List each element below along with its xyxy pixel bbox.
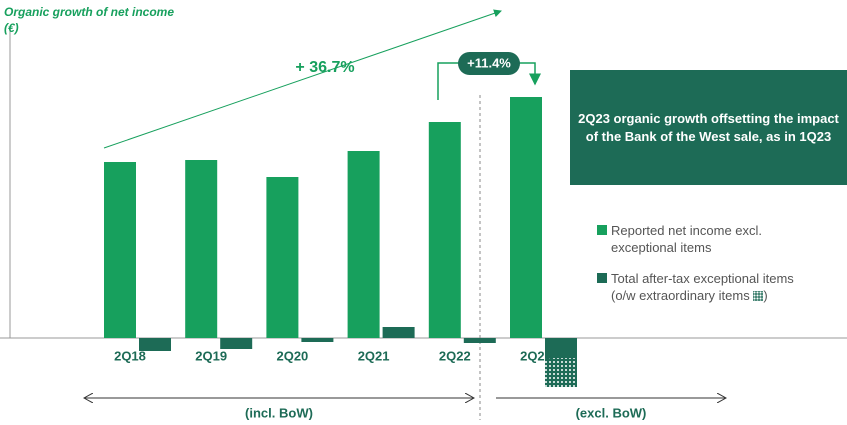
box-text: 2Q23 organic growth offsetting the impac… <box>578 110 839 144</box>
bar <box>463 338 496 343</box>
growth-pill <box>458 52 520 75</box>
legend-note: ) <box>763 288 768 303</box>
legend-swatch <box>597 273 607 283</box>
legend-note: (o/w extraordinary items <box>611 288 750 303</box>
bar <box>545 358 577 387</box>
legend-label: Reported net income excl. exceptional it… <box>611 223 763 255</box>
x-tick-label: 2Q18 <box>114 348 146 363</box>
legend-swatch <box>597 225 607 235</box>
bar <box>220 338 253 349</box>
x-tick-label: 2Q23 <box>520 348 552 363</box>
x-tick-label: 2Q22 <box>439 348 471 363</box>
title: Organic growth of net income (€) <box>4 4 174 36</box>
growth-arrow <box>103 9 502 149</box>
growth-total: + 36.7% <box>295 59 354 76</box>
bar <box>347 151 380 338</box>
x-tick-label: 2Q21 <box>358 348 390 363</box>
incl-label: (incl. BoW) <box>245 405 313 420</box>
bar <box>545 338 577 358</box>
bar <box>301 338 334 342</box>
legend-label: Total after-tax exceptional items <box>611 271 794 286</box>
bar <box>104 162 136 338</box>
unit-label: (€) <box>4 21 19 35</box>
bar <box>428 122 461 338</box>
growth-quarter: +11.4% <box>467 55 511 70</box>
bar <box>185 160 218 338</box>
title-text: Organic growth of net income <box>4 5 175 19</box>
bar <box>266 177 299 338</box>
legend-swatch <box>753 291 764 301</box>
x-tick-label: 2Q20 <box>276 348 308 363</box>
legend-item: Reported net income excl. exceptional it… <box>597 222 817 256</box>
x-tick-label: 2Q19 <box>195 348 227 363</box>
legend-item: Total after-tax exceptional items (o/w ex… <box>597 270 837 304</box>
bar <box>139 338 171 351</box>
excl-label: (excl. BoW) <box>576 405 647 420</box>
bar <box>382 327 415 338</box>
bar <box>510 97 542 338</box>
highlight-box: 2Q23 organic growth offsetting the impac… <box>570 70 847 185</box>
